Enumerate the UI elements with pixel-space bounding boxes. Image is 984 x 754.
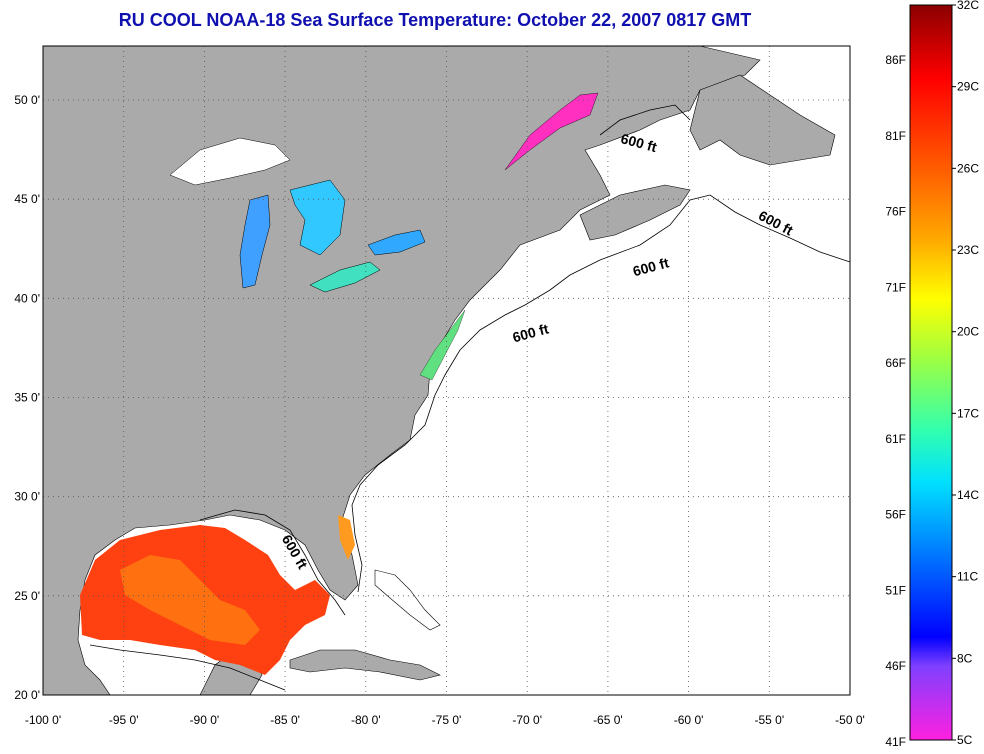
colorbar-celsius-label: 11C bbox=[957, 570, 978, 584]
longitude-tick-label: -95 0' bbox=[109, 713, 139, 727]
longitude-tick-label: -70 0' bbox=[512, 713, 542, 727]
isobath-contour-gulf-south bbox=[89, 644, 286, 691]
colorbar-celsius-label: 14C bbox=[957, 488, 979, 502]
longitude-axis: -100 0' -95 0' -90 0' -85 0' -80 0' -75 0' -70… bbox=[25, 713, 865, 727]
isobath-contour-north bbox=[599, 104, 691, 136]
lake-erie bbox=[309, 261, 381, 293]
longitude-tick-label: -85 0' bbox=[270, 713, 300, 727]
latitude-tick-label: 35 0' bbox=[14, 391, 40, 405]
land-newfoundland bbox=[689, 74, 836, 166]
latitude-tick-label: 50 0' bbox=[14, 93, 40, 107]
colorbar-celsius-label: 17C bbox=[957, 406, 979, 420]
land-bahamas bbox=[374, 569, 441, 631]
land-north-america bbox=[42, 45, 761, 696]
colorbar-fahrenheit-label: 66F bbox=[885, 356, 906, 370]
longitude-tick-label: -60 0' bbox=[674, 713, 704, 727]
colorbar-celsius-label: 5C bbox=[957, 733, 973, 747]
colorbar-fahrenheit-label: 81F bbox=[885, 129, 906, 143]
colorbar-fahrenheit-label: 56F bbox=[885, 508, 906, 522]
colorbar-fahrenheit-label: 76F bbox=[885, 205, 906, 219]
longitude-tick-label: -75 0' bbox=[432, 713, 462, 727]
colorbar-fahrenheit-label: 41F bbox=[885, 735, 906, 749]
longitude-tick-label: -50 0' bbox=[835, 713, 865, 727]
graticule bbox=[43, 46, 850, 695]
colorbar-fahrenheit-label: 51F bbox=[885, 583, 906, 597]
map-title: RU COOL NOAA-18 Sea Surface Temperature:… bbox=[118, 10, 752, 30]
colorbar-gradient bbox=[909, 4, 953, 741]
longitude-tick-label: -65 0' bbox=[593, 713, 623, 727]
longitude-tick-label: -90 0' bbox=[190, 713, 220, 727]
colorbar-celsius-label: 29C bbox=[957, 80, 979, 94]
longitude-tick-label: -100 0' bbox=[25, 713, 61, 727]
map-frame bbox=[42, 45, 851, 696]
lake-michigan bbox=[239, 194, 271, 289]
lake-superior bbox=[169, 137, 291, 186]
coastal-sst bbox=[419, 309, 466, 381]
florida-coast-sst bbox=[338, 515, 355, 560]
colorbar-labels: 32C 29C 26C 23C 20C 17C 14C 11C 8C 5C 86F 81F 76F 71F… bbox=[885, 0, 979, 749]
colorbar-celsius-label: 32C bbox=[957, 0, 979, 12]
colorbar-celsius-label: 23C bbox=[957, 243, 979, 257]
isobath-contour-gulf bbox=[199, 509, 346, 616]
colorbar-celsius-label: 8C bbox=[957, 651, 973, 665]
lake-huron bbox=[289, 179, 346, 256]
colorbar-fahrenheit-label: 71F bbox=[885, 280, 906, 294]
longitude-tick-label: -80 0' bbox=[351, 713, 381, 727]
latitude-tick-label: 30 0' bbox=[14, 490, 40, 504]
lake-ontario bbox=[367, 229, 426, 256]
colorbar-celsius-label: 20C bbox=[957, 325, 979, 339]
latitude-tick-label: 25 0' bbox=[14, 589, 40, 603]
gulf-sst-orange bbox=[120, 555, 260, 645]
land-cuba bbox=[289, 649, 441, 681]
colorbar-fahrenheit-label: 46F bbox=[885, 659, 906, 673]
colorbar-fahrenheit-label: 61F bbox=[885, 432, 906, 446]
colorbar-celsius-label: 26C bbox=[957, 161, 979, 175]
latitude-tick-label: 20 0' bbox=[14, 688, 40, 702]
colorbar-fahrenheit-label: 86F bbox=[885, 53, 906, 67]
longitude-tick-label: -55 0' bbox=[754, 713, 784, 727]
latitude-tick-label: 40 0' bbox=[14, 291, 40, 305]
isobath-contour bbox=[351, 194, 851, 593]
latitude-axis: 50 0' 45 0' 40 0' 35 0' 30 0' 25 0' 20 0' bbox=[14, 93, 40, 702]
latitude-tick-label: 45 0' bbox=[14, 192, 40, 206]
sst-map: 600 ft 600 ft 600 ft 600 ft 600 ft -100 … bbox=[14, 45, 865, 727]
st-lawrence-sst bbox=[504, 92, 599, 171]
